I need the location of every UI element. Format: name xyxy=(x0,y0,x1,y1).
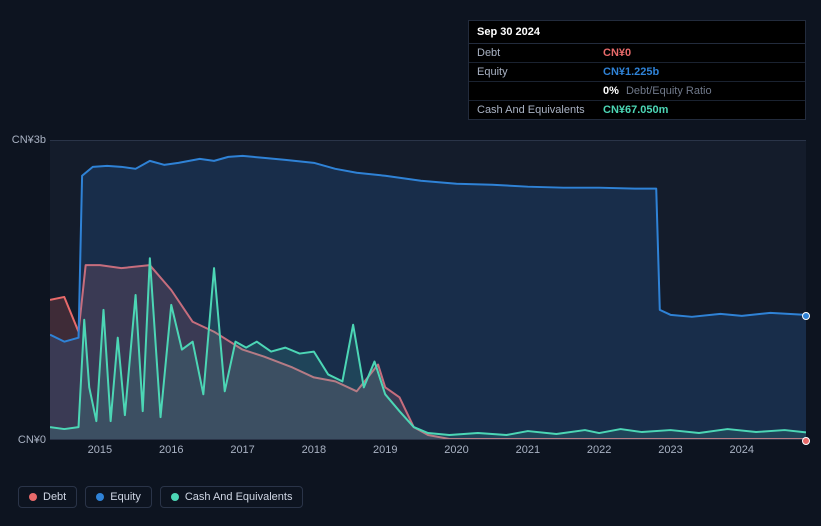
tooltip-label xyxy=(477,85,603,97)
x-tick-label: 2023 xyxy=(658,444,682,456)
x-tick-label: 2020 xyxy=(444,444,468,456)
x-tick-label: 2017 xyxy=(230,444,254,456)
legend-label: Debt xyxy=(43,491,66,503)
x-tick-label: 2022 xyxy=(587,444,611,456)
tooltip-row: EquityCN¥1.225b xyxy=(469,63,805,82)
tooltip-value: CN¥0 xyxy=(603,47,797,59)
x-tick-label: 2016 xyxy=(159,444,183,456)
legend-item[interactable]: Cash And Equivalents xyxy=(160,486,304,508)
tooltip-value: CN¥1.225b xyxy=(603,66,797,78)
debt-equity-chart: CN¥3bCN¥0 201520162017201820192020202120… xyxy=(18,120,806,470)
legend-swatch xyxy=(29,493,37,501)
x-tick-label: 2019 xyxy=(373,444,397,456)
tooltip-row: 0% Debt/Equity Ratio xyxy=(469,82,805,101)
x-tick-label: 2018 xyxy=(302,444,326,456)
legend-label: Cash And Equivalents xyxy=(185,491,293,503)
tooltip-value: CN¥67.050m xyxy=(603,104,797,116)
y-tick-label: CN¥3b xyxy=(12,134,46,146)
legend-swatch xyxy=(171,493,179,501)
tooltip-label: Equity xyxy=(477,66,603,78)
tooltip-row: Cash And EquivalentsCN¥67.050m xyxy=(469,101,805,119)
tooltip-value: 0% Debt/Equity Ratio xyxy=(603,85,797,97)
y-tick-label: CN¥0 xyxy=(18,434,46,446)
tooltip-label: Debt xyxy=(477,47,603,59)
y-axis: CN¥3bCN¥0 xyxy=(18,120,48,470)
legend-swatch xyxy=(96,493,104,501)
legend-item[interactable]: Equity xyxy=(85,486,152,508)
tooltip-label: Cash And Equivalents xyxy=(477,104,603,116)
legend-item[interactable]: Debt xyxy=(18,486,77,508)
x-axis: 2015 2016 2017 2018 2019 2020 2021 2022 2023 2024 xyxy=(50,440,806,460)
tooltip-date: Sep 30 2024 xyxy=(469,21,805,44)
x-tick-label: 2024 xyxy=(730,444,754,456)
x-tick-label: 2015 xyxy=(88,444,112,456)
legend-label: Equity xyxy=(110,491,141,503)
chart-tooltip: Sep 30 2024 DebtCN¥0EquityCN¥1.225b0% De… xyxy=(468,20,806,120)
tooltip-row: DebtCN¥0 xyxy=(469,44,805,63)
x-tick-label: 2021 xyxy=(516,444,540,456)
plot-area[interactable] xyxy=(50,140,806,440)
series-end-marker xyxy=(802,312,810,320)
chart-legend: Debt Equity Cash And Equivalents xyxy=(18,486,303,508)
